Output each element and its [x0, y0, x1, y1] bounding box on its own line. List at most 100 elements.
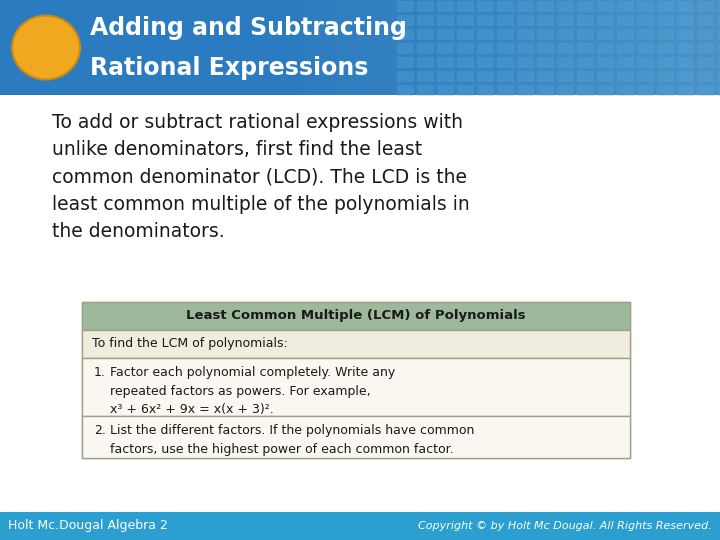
Text: 1.: 1. [94, 366, 106, 379]
FancyBboxPatch shape [537, 29, 554, 40]
FancyBboxPatch shape [557, 15, 574, 26]
FancyBboxPatch shape [379, 0, 385, 95]
FancyBboxPatch shape [637, 29, 654, 40]
FancyBboxPatch shape [477, 15, 494, 26]
FancyBboxPatch shape [437, 85, 454, 96]
FancyBboxPatch shape [530, 0, 536, 95]
FancyBboxPatch shape [577, 71, 594, 82]
FancyBboxPatch shape [597, 15, 614, 26]
FancyBboxPatch shape [0, 0, 720, 95]
FancyBboxPatch shape [614, 0, 620, 95]
Text: Rational Expressions: Rational Expressions [90, 56, 369, 80]
FancyBboxPatch shape [437, 1, 454, 12]
FancyBboxPatch shape [597, 29, 614, 40]
FancyBboxPatch shape [617, 15, 634, 26]
FancyBboxPatch shape [608, 0, 614, 95]
FancyBboxPatch shape [636, 0, 642, 95]
FancyBboxPatch shape [491, 0, 497, 95]
FancyBboxPatch shape [537, 85, 554, 96]
FancyBboxPatch shape [631, 0, 636, 95]
Text: 2.: 2. [94, 424, 106, 437]
FancyBboxPatch shape [82, 302, 630, 330]
FancyBboxPatch shape [397, 15, 414, 26]
FancyBboxPatch shape [665, 0, 670, 95]
FancyBboxPatch shape [517, 85, 534, 96]
FancyBboxPatch shape [517, 29, 534, 40]
Text: Holt Mc.Dougal Algebra 2: Holt Mc.Dougal Algebra 2 [8, 519, 168, 532]
FancyBboxPatch shape [430, 0, 436, 95]
FancyBboxPatch shape [692, 0, 698, 95]
FancyBboxPatch shape [677, 71, 694, 82]
FancyBboxPatch shape [82, 330, 630, 358]
FancyBboxPatch shape [385, 0, 391, 95]
FancyBboxPatch shape [677, 85, 694, 96]
FancyBboxPatch shape [657, 57, 674, 68]
Text: Adding and Subtracting: Adding and Subtracting [90, 17, 407, 40]
FancyBboxPatch shape [708, 0, 714, 95]
FancyBboxPatch shape [497, 71, 514, 82]
Text: Copyright © by Holt Mc Dougal. All Rights Reserved.: Copyright © by Holt Mc Dougal. All Right… [418, 521, 712, 531]
FancyBboxPatch shape [597, 57, 614, 68]
FancyBboxPatch shape [681, 0, 687, 95]
FancyBboxPatch shape [397, 1, 414, 12]
FancyBboxPatch shape [603, 0, 608, 95]
Text: Factor each polynomial completely. Write any
repeated factors as powers. For exa: Factor each polynomial completely. Write… [110, 366, 395, 416]
FancyBboxPatch shape [417, 1, 434, 12]
FancyBboxPatch shape [441, 0, 446, 95]
FancyBboxPatch shape [497, 57, 514, 68]
FancyBboxPatch shape [717, 29, 720, 40]
FancyBboxPatch shape [477, 85, 494, 96]
FancyBboxPatch shape [697, 57, 714, 68]
FancyBboxPatch shape [677, 43, 694, 54]
FancyBboxPatch shape [617, 43, 634, 54]
FancyBboxPatch shape [677, 1, 694, 12]
FancyBboxPatch shape [653, 0, 659, 95]
FancyBboxPatch shape [82, 302, 630, 458]
FancyBboxPatch shape [457, 1, 474, 12]
FancyBboxPatch shape [457, 57, 474, 68]
FancyBboxPatch shape [519, 0, 525, 95]
FancyBboxPatch shape [417, 29, 434, 40]
FancyBboxPatch shape [597, 43, 614, 54]
FancyBboxPatch shape [597, 1, 614, 12]
FancyBboxPatch shape [477, 1, 494, 12]
FancyBboxPatch shape [517, 71, 534, 82]
FancyBboxPatch shape [408, 0, 413, 95]
FancyBboxPatch shape [647, 0, 653, 95]
FancyBboxPatch shape [397, 57, 414, 68]
FancyBboxPatch shape [477, 43, 494, 54]
FancyBboxPatch shape [417, 71, 434, 82]
FancyBboxPatch shape [717, 1, 720, 12]
FancyBboxPatch shape [437, 57, 454, 68]
FancyBboxPatch shape [541, 0, 547, 95]
Text: To add or subtract rational expressions with
unlike denominators, first find the: To add or subtract rational expressions … [52, 113, 469, 241]
Text: Least Common Multiple (LCM) of Polynomials: Least Common Multiple (LCM) of Polynomia… [186, 309, 526, 322]
FancyBboxPatch shape [397, 71, 414, 82]
FancyBboxPatch shape [577, 43, 594, 54]
FancyBboxPatch shape [397, 43, 414, 54]
FancyBboxPatch shape [675, 0, 681, 95]
FancyBboxPatch shape [402, 0, 408, 95]
FancyBboxPatch shape [677, 15, 694, 26]
FancyBboxPatch shape [457, 15, 474, 26]
FancyBboxPatch shape [677, 57, 694, 68]
FancyBboxPatch shape [642, 0, 647, 95]
FancyBboxPatch shape [553, 0, 558, 95]
Text: List the different factors. If the polynomials have common
factors, use the high: List the different factors. If the polyn… [110, 424, 474, 456]
FancyBboxPatch shape [657, 85, 674, 96]
FancyBboxPatch shape [452, 0, 458, 95]
FancyBboxPatch shape [391, 0, 396, 95]
FancyBboxPatch shape [536, 0, 541, 95]
FancyBboxPatch shape [575, 0, 580, 95]
FancyBboxPatch shape [637, 71, 654, 82]
FancyBboxPatch shape [369, 0, 374, 95]
FancyBboxPatch shape [497, 1, 514, 12]
FancyBboxPatch shape [577, 15, 594, 26]
FancyBboxPatch shape [474, 0, 480, 95]
FancyBboxPatch shape [537, 1, 554, 12]
FancyBboxPatch shape [374, 0, 379, 95]
FancyBboxPatch shape [617, 71, 634, 82]
FancyBboxPatch shape [577, 57, 594, 68]
FancyBboxPatch shape [457, 29, 474, 40]
FancyBboxPatch shape [417, 43, 434, 54]
